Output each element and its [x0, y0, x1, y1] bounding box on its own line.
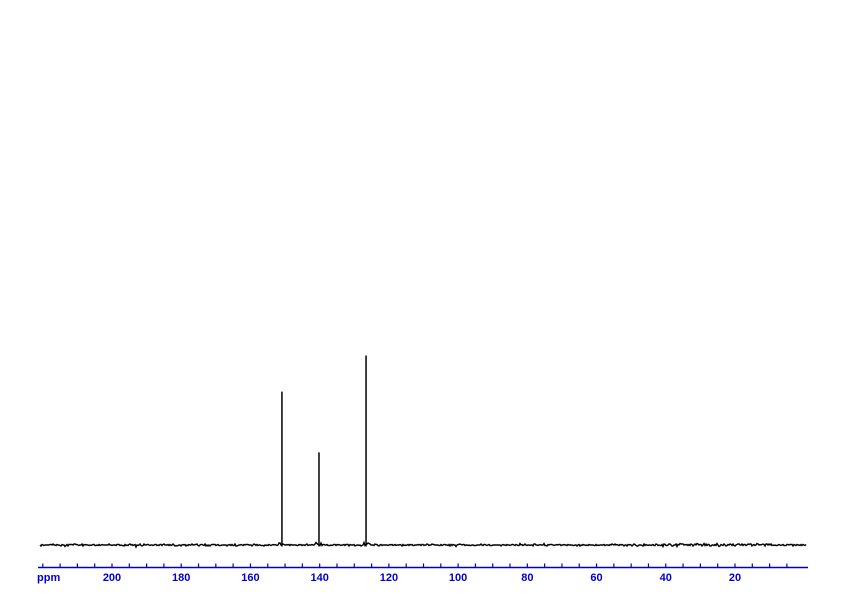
x-axis-tick-label: 80	[521, 572, 533, 584]
axis-labels-group: 200 180 160 140 120 100 80 60 40 20 ppm	[37, 572, 741, 584]
x-axis-tick-label: 40	[660, 572, 672, 584]
x-axis-tick-label: 20	[729, 572, 741, 584]
x-axis-tick-label: 100	[449, 572, 467, 584]
x-axis-tick-label: 60	[590, 572, 602, 584]
spectrum-baseline-trace	[39, 540, 807, 549]
x-axis-tick-label: 140	[310, 572, 328, 584]
x-axis-tick-label: 120	[380, 572, 398, 584]
peaks-group	[281, 355, 367, 547]
x-axis-tick-label: 180	[172, 572, 190, 584]
x-axis	[38, 563, 808, 569]
x-axis-tick-label: 160	[241, 572, 259, 584]
x-axis-tick-label: 200	[103, 572, 121, 584]
x-axis-unit-label: ppm	[37, 572, 60, 584]
spectrum-trace-group	[39, 540, 807, 549]
